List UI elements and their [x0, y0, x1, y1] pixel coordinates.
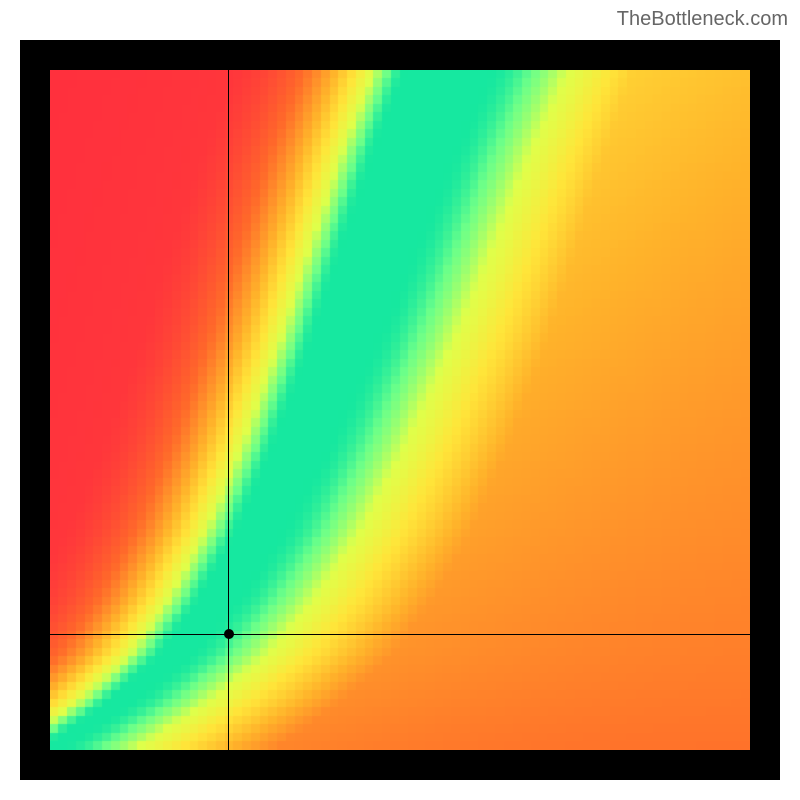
- crosshair-vertical: [228, 70, 229, 750]
- crosshair-horizontal: [50, 634, 750, 635]
- attribution-text: TheBottleneck.com: [617, 8, 788, 31]
- heatmap-canvas: [50, 70, 750, 750]
- plot-border: [20, 40, 780, 780]
- data-point-marker: [224, 629, 234, 639]
- plot-area: [50, 70, 750, 750]
